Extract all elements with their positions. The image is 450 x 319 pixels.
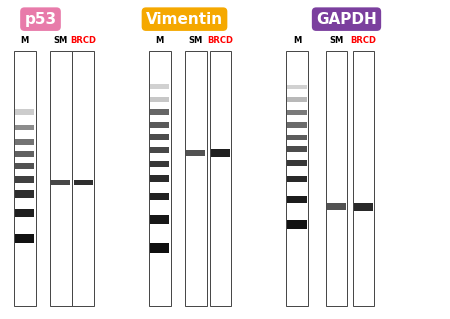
Text: BRCD: BRCD [351,36,377,45]
Bar [288,135,306,140]
Bar [353,51,374,306]
Bar [150,85,169,89]
Bar [150,109,169,115]
Bar [50,51,72,306]
Text: p53: p53 [24,11,57,27]
Bar [72,51,94,306]
Bar [15,163,34,169]
Text: M: M [21,36,29,45]
Bar [288,85,306,89]
Bar [150,97,169,102]
Bar [15,209,34,217]
Bar [150,243,169,253]
Bar [150,215,169,224]
Bar [149,51,171,306]
Text: M: M [156,36,164,45]
Text: SM: SM [329,36,344,45]
Bar [74,180,93,185]
Text: SM: SM [189,36,203,45]
Bar [288,122,306,128]
Text: GAPDH: GAPDH [316,11,377,27]
Bar [327,204,346,210]
Bar [15,151,34,157]
Text: BRCD: BRCD [207,36,234,45]
Bar [15,190,34,198]
Bar [14,51,36,306]
Bar [150,193,169,200]
Bar [150,122,169,128]
Bar [15,234,34,243]
Bar [354,203,373,211]
Bar [211,149,230,157]
Bar [15,138,34,145]
Bar [150,147,169,153]
Bar [286,51,308,306]
Bar [150,160,169,167]
Text: Vimentin: Vimentin [146,11,223,27]
Text: M: M [293,36,301,45]
Bar [185,51,207,306]
Bar [51,180,70,185]
Bar [326,51,347,306]
Bar [15,125,34,130]
Bar [186,150,205,156]
Bar [288,220,306,229]
Bar [288,176,306,182]
Bar [15,175,34,183]
Text: SM: SM [54,36,68,45]
Bar [288,110,306,115]
Bar [150,175,169,182]
Bar [288,98,306,101]
Bar [15,109,34,115]
Bar [288,160,306,167]
Bar [150,134,169,140]
Bar [288,146,306,152]
Text: BRCD: BRCD [70,36,96,45]
Bar [210,51,231,306]
Bar [288,196,306,203]
